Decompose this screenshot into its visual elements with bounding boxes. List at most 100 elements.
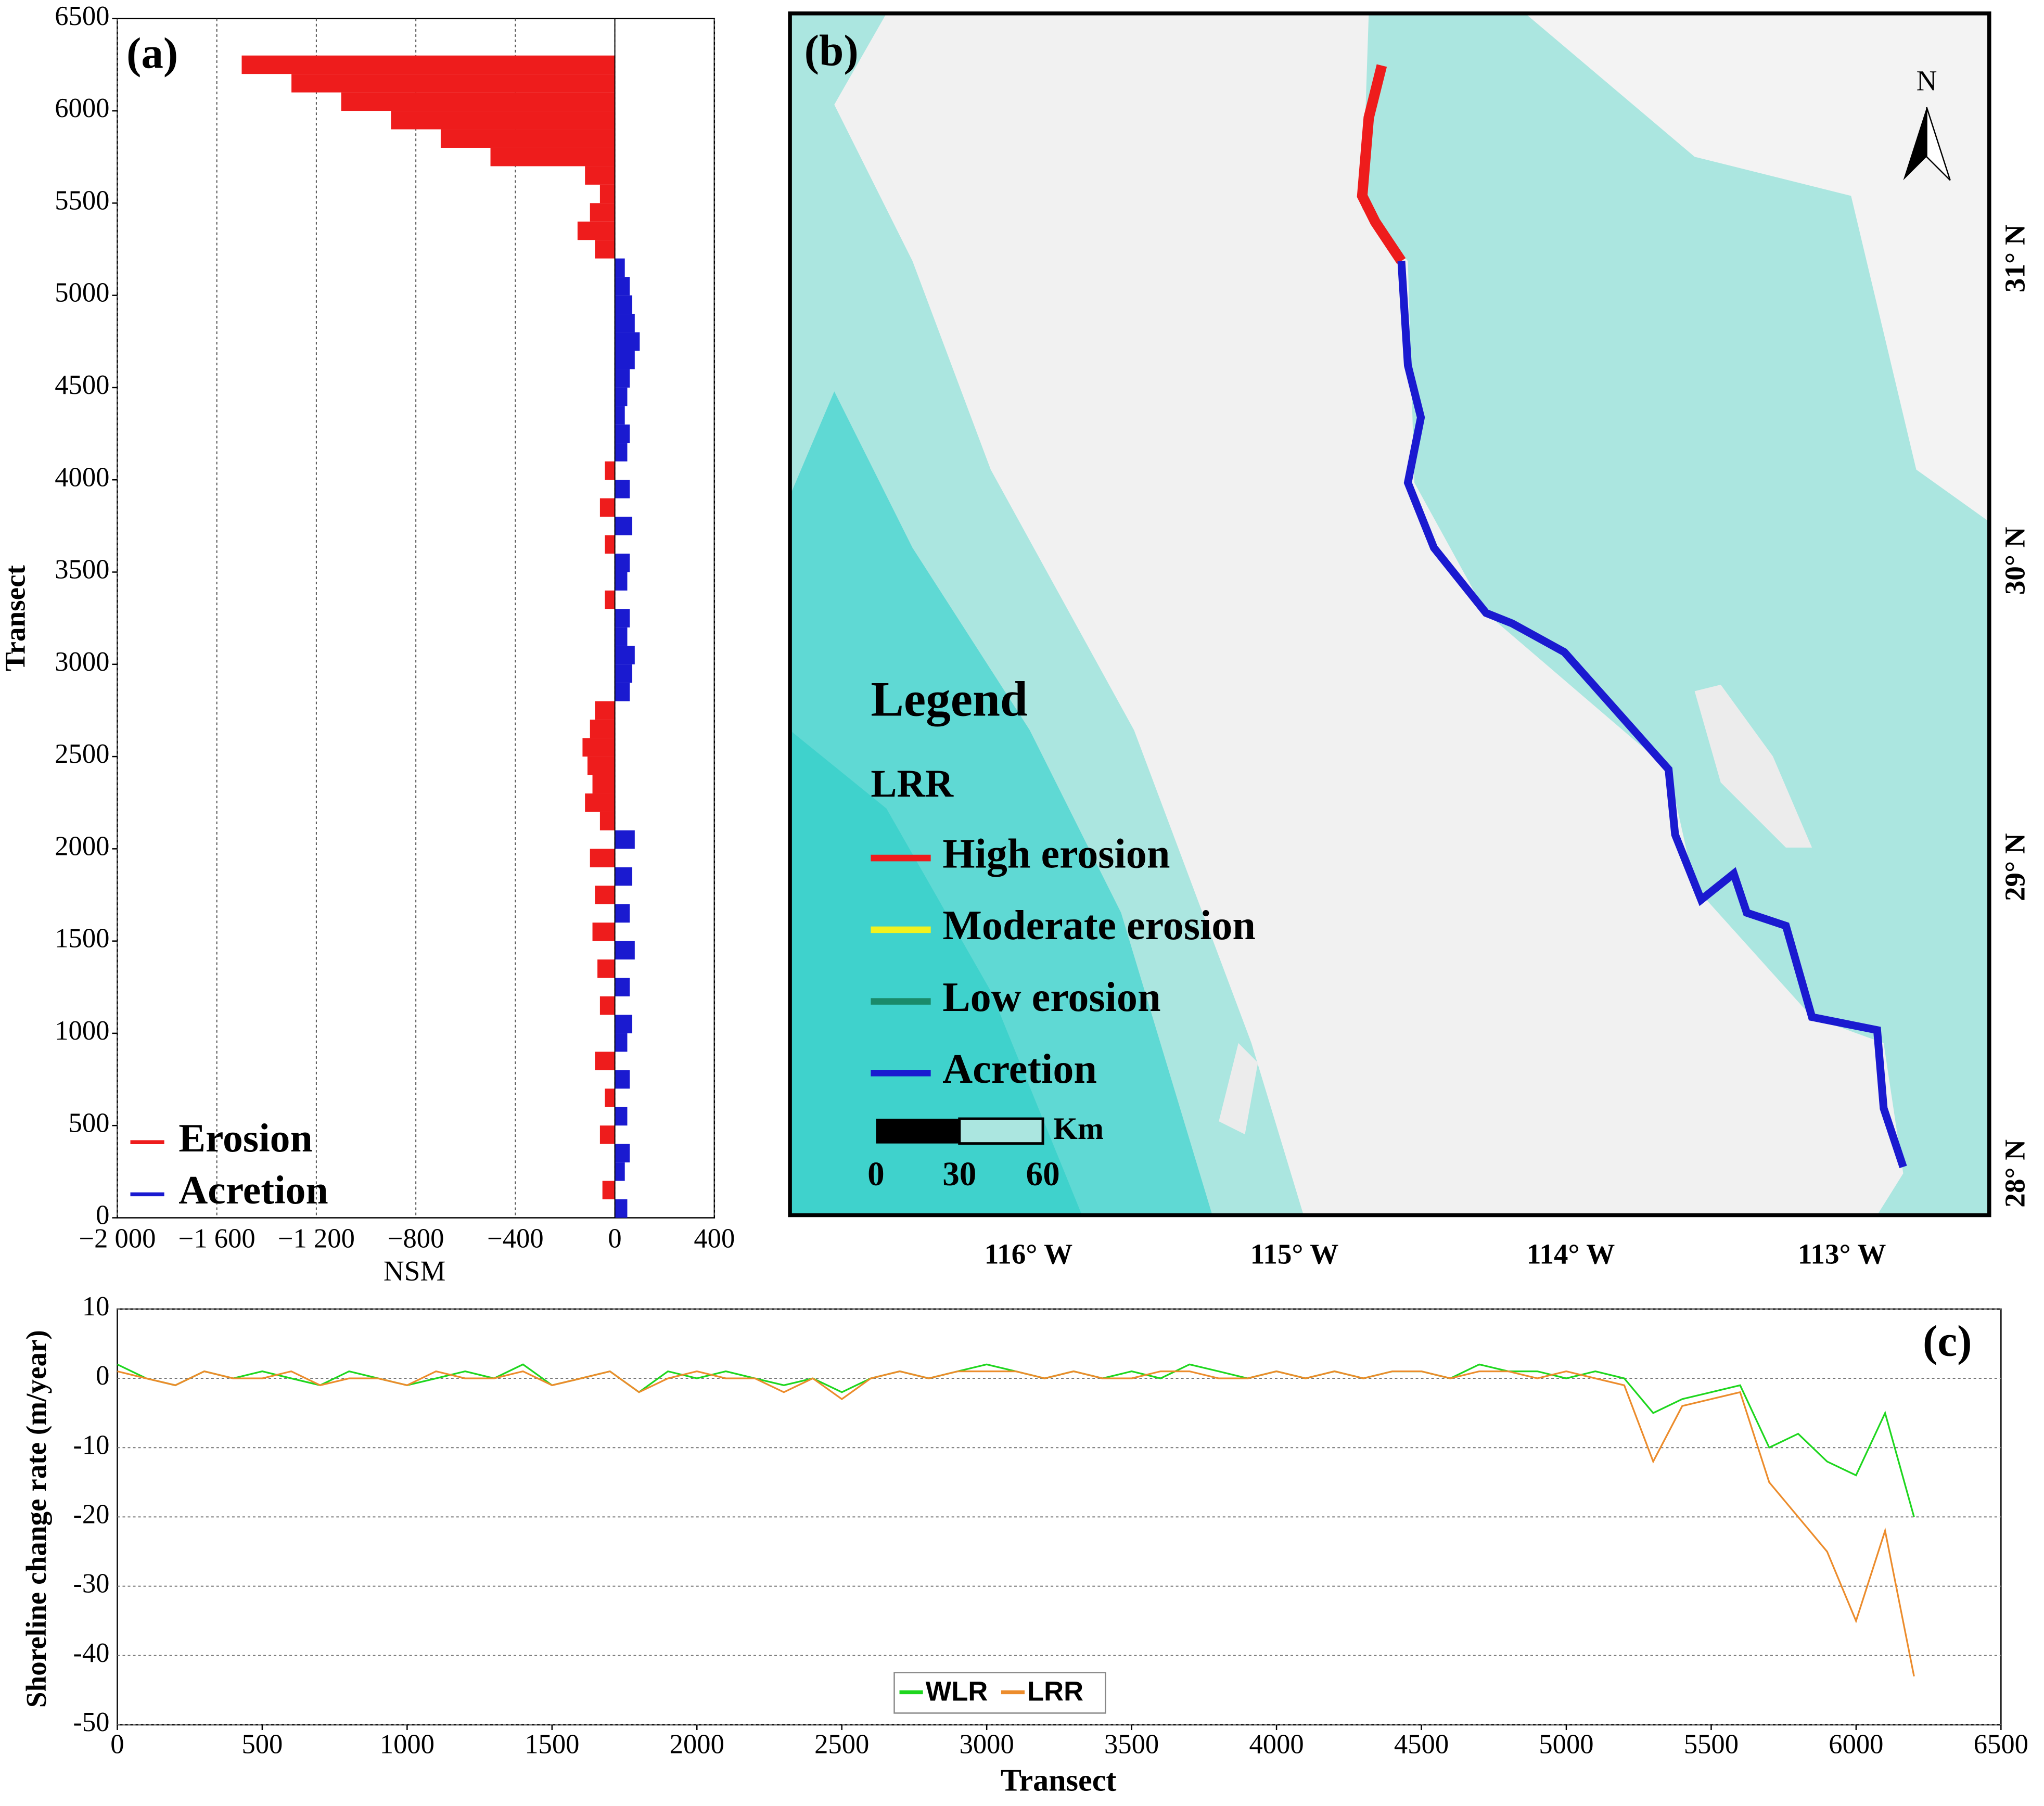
legend-box [893,1672,1106,1714]
bar [341,92,615,111]
deep-sea [790,730,1082,1215]
bar [615,683,630,701]
lon-label: 114° W [1527,1238,1615,1270]
x-tick-label: 3000 [960,1730,1014,1760]
y-tick-label: 1000 [55,1016,109,1046]
bar [585,793,615,812]
lon-label: 113° W [1798,1238,1886,1270]
bar [599,812,615,830]
bar [615,424,630,443]
scale-bar [876,1119,960,1144]
lat-label: 29° N [1999,833,2031,901]
bar [590,849,615,867]
y-tick-label: 6500 [55,1,109,31]
bar [615,572,628,591]
lat-label: 28° N [1999,1139,2031,1208]
y-tick-label: 4500 [55,370,109,400]
island [1694,684,1812,848]
bar [615,627,628,646]
panel-b: (b) N Legend LRR Km High erosion Moderate… [788,11,2031,1270]
bar [605,461,615,480]
north-label: N [1917,65,1937,97]
bar [587,757,615,775]
bar [615,1070,630,1089]
legend-subtitle: LRR [871,762,953,805]
x-tick-label: −2 000 [79,1224,156,1254]
bar [615,1107,628,1126]
bar [592,775,615,793]
x-tick-label: 6500 [1974,1730,2028,1760]
y-tick-label: 10 [82,1291,110,1322]
y-tick-label: 2500 [55,739,109,769]
legend-label: LRR [1027,1676,1083,1707]
bar [597,959,615,978]
y-tick-label: 3500 [55,555,109,585]
panel-c: (c) Transect Shoreline change rate (m/ye… [20,1291,2028,1798]
bar [595,886,615,904]
bar [605,1088,615,1107]
scale-label: 60 [1026,1156,1060,1193]
scale-bar [958,1117,1044,1145]
north-arrow [1926,107,1951,181]
x-tick-label: 4000 [1249,1730,1304,1760]
x-tick-label: 2500 [814,1730,869,1760]
bar [585,166,615,185]
bar [615,1033,628,1052]
y-tick-label: 2000 [55,831,109,861]
bar [291,74,615,93]
line-series [117,1370,1915,1677]
bar [599,498,615,517]
bar [577,221,615,240]
x-axis-label: Transect [1001,1763,1117,1798]
bar [615,443,628,462]
bar [615,314,635,332]
map-frame [788,11,1991,1218]
x-tick-label: −400 [487,1224,544,1254]
x-tick-label: 400 [694,1224,735,1254]
legend-label: High erosion [942,831,1170,877]
bar [615,554,630,572]
x-tick-label: 4500 [1394,1730,1449,1760]
bar [615,1144,630,1163]
x-tick-label: −800 [388,1224,444,1254]
x-tick-label: 0 [608,1224,621,1254]
y-tick-label: -50 [73,1707,109,1737]
bar [590,203,615,222]
y-axis-label: Shoreline change rate (m/year) [20,1330,52,1708]
panel-label: (b) [804,26,859,75]
bar [615,480,630,498]
y-tick-label: -30 [73,1569,109,1599]
bar [615,517,633,535]
bar [605,535,615,554]
bar [602,1181,615,1200]
legend-title: Legend [871,671,1027,726]
lat-label: 31° N [1999,224,2031,292]
bar [615,941,635,960]
bar [615,646,635,664]
scale-label: 0 [867,1156,885,1193]
bar [595,240,615,259]
legend-label: Erosion [178,1116,312,1160]
panel-a: (a) NSM Transect −2 000 −1 600 −1 200 −800 −… [0,1,735,1287]
x-tick-label: 6000 [1829,1730,1883,1760]
x-tick-label: −1 200 [278,1224,355,1254]
x-tick-label: 5500 [1684,1730,1739,1760]
x-tick-label: 2000 [670,1730,724,1760]
legend-label: Low erosion [942,975,1160,1020]
y-tick-label: 1500 [55,924,109,954]
x-tick-label: −1 600 [178,1224,256,1254]
shoreline-acretion [1397,261,1907,1169]
y-tick-label: 6000 [55,93,109,123]
bar [605,590,615,609]
bar [615,664,633,683]
bar [615,369,630,388]
bar [615,387,628,406]
bar [615,609,630,627]
bar [615,351,635,369]
lon-label: 116° W [985,1238,1073,1270]
panel-label: (c) [1923,1317,1972,1366]
bar [615,406,625,425]
y-tick-label: 0 [96,1200,109,1231]
y-tick-label: -40 [73,1638,109,1668]
